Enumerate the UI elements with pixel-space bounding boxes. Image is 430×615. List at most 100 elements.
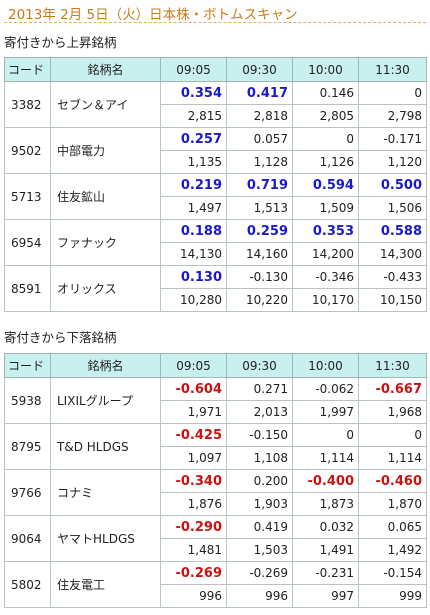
section-label-falling: 寄付きから下落銘柄 [4, 330, 117, 345]
change-value: -0.231 [292, 561, 359, 585]
stock-change-row: 5938 LIXILグループ -0.604 0.271 -0.062 -0.667 [4, 377, 427, 424]
change-value: -0.130 [226, 265, 293, 289]
change-value: -0.154 [358, 561, 427, 585]
change-value: 0.065 [358, 515, 427, 539]
stock-code: 9766 [4, 469, 51, 516]
price-value: 1,128 [226, 150, 293, 174]
price-value: 1,506 [358, 196, 427, 220]
price-value: 1,120 [358, 150, 427, 174]
price-value: 1,126 [292, 150, 359, 174]
change-value: 0.200 [226, 469, 293, 493]
column-header-1000: 10:00 [292, 57, 359, 82]
change-value: -0.340 [160, 469, 227, 493]
price-value: 996 [160, 584, 227, 608]
price-value: 1,108 [226, 446, 293, 470]
price-value: 10,220 [226, 288, 293, 312]
price-value: 1,097 [160, 446, 227, 470]
price-value: 1,503 [226, 538, 293, 562]
price-value: 1,497 [160, 196, 227, 220]
stock-name: ファナック [50, 219, 161, 266]
stock-price-row: 1,135 1,128 1,126 1,120 [5, 150, 427, 174]
column-header-1000: 10:00 [292, 353, 359, 378]
column-header-1130: 11:30 [358, 57, 427, 82]
price-value: 1,509 [292, 196, 359, 220]
stock-name: T&D HLDGS [50, 423, 161, 470]
stock-name: 住友鉱山 [50, 173, 161, 220]
change-value: -0.346 [292, 265, 359, 289]
title-divider [4, 22, 426, 23]
change-value: -0.269 [226, 561, 293, 585]
change-value: 0.257 [160, 127, 227, 151]
column-header-1130: 11:30 [358, 353, 427, 378]
price-value: 10,170 [292, 288, 359, 312]
change-value: 0.219 [160, 173, 227, 197]
price-value: 1,971 [160, 400, 227, 424]
price-value: 996 [226, 584, 293, 608]
column-header-name: 銘柄名 [50, 353, 161, 378]
price-value: 2,815 [160, 104, 227, 128]
change-value: -0.460 [358, 469, 427, 493]
change-value: 0 [292, 423, 359, 447]
change-value: 0.130 [160, 265, 227, 289]
change-value: 0.188 [160, 219, 227, 243]
page-title: 2013年 2月 5日（火）日本株・ボトムスキャン [8, 7, 298, 23]
change-value: 0.032 [292, 515, 359, 539]
change-value: -0.667 [358, 377, 427, 401]
stock-name: 住友電工 [50, 561, 161, 608]
price-value: 2,818 [226, 104, 293, 128]
table-header-row: コード 銘柄名 09:05 09:30 10:00 11:30 [4, 57, 427, 82]
price-value: 1,135 [160, 150, 227, 174]
rising-stocks-table: コード 銘柄名 09:05 09:30 10:00 11:30 3382 セブン＆… [4, 57, 427, 312]
stock-name: セブン＆アイ [50, 81, 161, 128]
column-header-0905: 09:05 [160, 57, 227, 82]
price-value: 1,968 [358, 400, 427, 424]
stock-code: 6954 [4, 219, 51, 266]
stock-code: 3382 [4, 81, 51, 128]
price-value: 999 [358, 584, 427, 608]
stock-code: 8795 [4, 423, 51, 470]
section-label-rising: 寄付きから上昇銘柄 [4, 35, 117, 50]
stock-name: オリックス [50, 265, 161, 312]
stock-code: 8591 [4, 265, 51, 312]
stock-change-row: 9766 コナミ -0.340 0.200 -0.400 -0.460 [4, 469, 427, 516]
change-value: 0.719 [226, 173, 293, 197]
price-value: 1,114 [358, 446, 427, 470]
stock-change-row: 3382 セブン＆アイ 0.354 0.417 0.146 0 [4, 81, 427, 128]
stock-change-row: 9064 ヤマトHLDGS -0.290 0.419 0.032 0.065 [4, 515, 427, 562]
change-value: 0.259 [226, 219, 293, 243]
change-value: 0 [292, 127, 359, 151]
price-value: 1,870 [358, 492, 427, 516]
price-value: 14,160 [226, 242, 293, 266]
stock-name: ヤマトHLDGS [50, 515, 161, 562]
column-header-0930: 09:30 [226, 57, 293, 82]
change-value: -0.062 [292, 377, 359, 401]
price-value: 2,798 [358, 104, 427, 128]
column-header-0905: 09:05 [160, 353, 227, 378]
price-value: 10,150 [358, 288, 427, 312]
price-value: 997 [292, 584, 359, 608]
price-value: 1,876 [160, 492, 227, 516]
change-value: -0.171 [358, 127, 427, 151]
change-value: 0.354 [160, 81, 227, 105]
price-value: 1,481 [160, 538, 227, 562]
stock-code: 5938 [4, 377, 51, 424]
change-value: -0.269 [160, 561, 227, 585]
stock-name: LIXILグループ [50, 377, 161, 424]
stock-code: 5802 [4, 561, 51, 608]
change-value: 0.500 [358, 173, 427, 197]
falling-stocks-table: コード 銘柄名 09:05 09:30 10:00 11:30 5938 LIXI… [4, 353, 427, 608]
change-value: 0 [358, 423, 427, 447]
change-value: 0.146 [292, 81, 359, 105]
stock-change-row: 8591 オリックス 0.130 -0.130 -0.346 -0.433 [4, 265, 427, 312]
column-header-code: コード [4, 353, 51, 378]
stock-price-row: 10,280 10,220 10,170 10,150 [5, 288, 427, 312]
stock-price-row: 1,971 2,013 1,997 1,968 [5, 400, 427, 424]
change-value: 0.594 [292, 173, 359, 197]
price-value: 14,300 [358, 242, 427, 266]
table-header-row: コード 銘柄名 09:05 09:30 10:00 11:30 [4, 353, 427, 378]
price-value: 1,491 [292, 538, 359, 562]
change-value: -0.400 [292, 469, 359, 493]
price-value: 1,903 [226, 492, 293, 516]
stock-price-row: 2,815 2,818 2,805 2,798 [5, 104, 427, 128]
stock-change-row: 6954 ファナック 0.188 0.259 0.353 0.588 [4, 219, 427, 266]
